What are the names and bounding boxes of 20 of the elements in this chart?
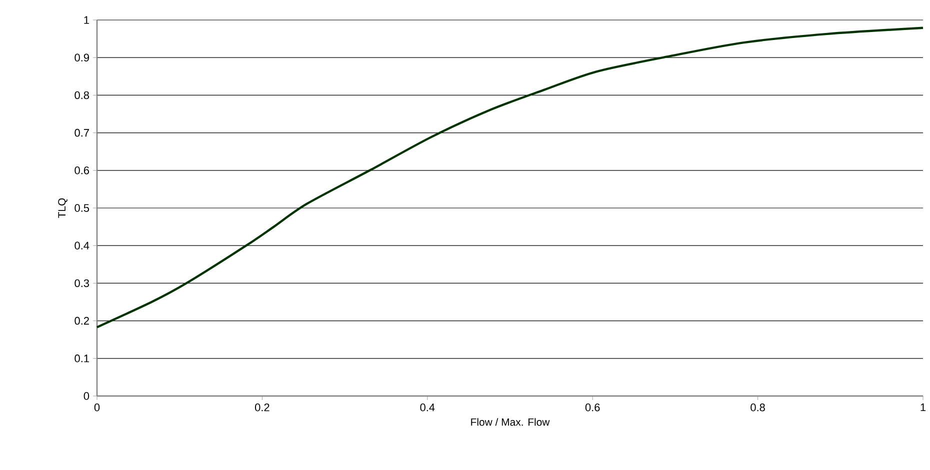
y-tick-label: 0 <box>84 392 90 400</box>
x-tick-label: 0.2 <box>255 404 270 412</box>
x-tick-label: 0.6 <box>585 404 600 412</box>
y-tick-label: 0.5 <box>74 204 90 212</box>
y-tick-label: 0.3 <box>74 279 90 288</box>
y-tick-label: 0.8 <box>74 91 90 100</box>
x-tick-label: 0.4 <box>420 404 435 412</box>
y-tick-label: 0.9 <box>74 54 89 62</box>
y-tick-label: 0.1 <box>74 354 89 362</box>
x-tick-label: 1 <box>920 404 926 412</box>
y-tick-label: 1 <box>84 16 89 24</box>
y-axis-title: TLQ <box>58 198 68 218</box>
x-tick-label: 0.8 <box>750 404 765 412</box>
y-tick-label: 0.4 <box>74 242 90 250</box>
x-axis-title: Flow / Max. Flow <box>471 418 550 426</box>
y-tick-label: 0.7 <box>74 128 89 137</box>
y-tick-label: 0.6 <box>74 166 90 174</box>
line-series <box>96 26 924 328</box>
y-tick-label: 0.2 <box>74 316 89 325</box>
x-tick-label: 0 <box>94 404 100 412</box>
